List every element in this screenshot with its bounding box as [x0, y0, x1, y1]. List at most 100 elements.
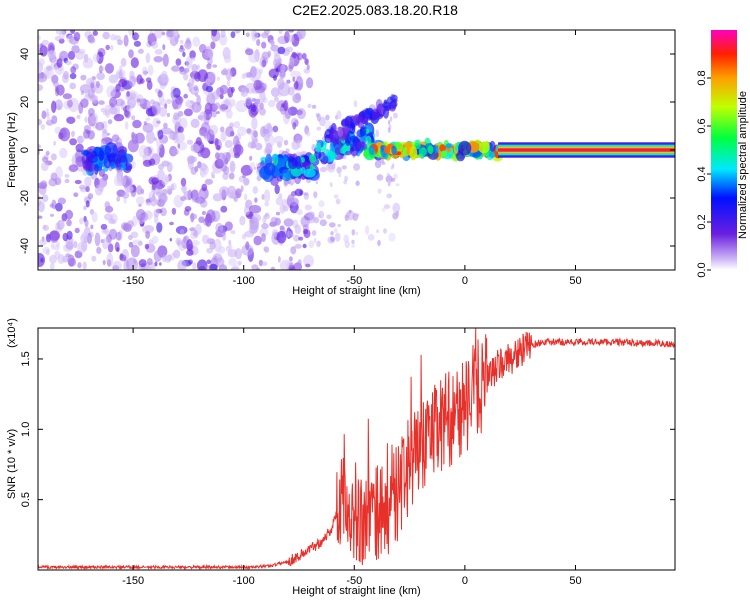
heatmap-cell — [119, 65, 123, 71]
heatmap-cell — [136, 98, 141, 103]
heatmap-cell — [296, 209, 303, 216]
heatmap-cell — [116, 247, 120, 252]
heatmap-cell — [83, 205, 87, 211]
heatmap-cell — [98, 65, 105, 72]
heatmap-cell — [98, 100, 105, 105]
heatmap-cell — [252, 186, 258, 194]
heatmap-cell — [225, 109, 233, 119]
heatmap-cell — [85, 186, 90, 193]
heatmap-cell — [66, 116, 76, 125]
heatmap-cell — [313, 191, 318, 199]
heatmap-cell — [250, 65, 257, 78]
heatmap-cell — [260, 160, 265, 166]
heatmap-cell — [240, 91, 248, 97]
heatmap-cell — [40, 257, 44, 263]
heatmap-cell — [344, 240, 350, 249]
x-tick-label: -150 — [122, 275, 144, 287]
heatmap-cell — [179, 39, 184, 44]
heatmap-cell — [355, 116, 364, 123]
heatmap-cell — [274, 184, 280, 195]
heatmap-cell — [302, 243, 307, 249]
heatmap-cell — [263, 189, 271, 203]
heatmap-cell — [237, 260, 242, 266]
heatmap-cell — [115, 71, 120, 80]
y-tick-label: 20 — [19, 96, 31, 108]
heatmap-cell — [184, 206, 192, 212]
heatmap-cell — [294, 243, 302, 249]
heatmap-cell — [44, 70, 50, 77]
heatmap-cell — [154, 49, 163, 55]
snr-panel: -150 -100 -50 0 50 0.5 1.0 1.5 Height of straig… — [6, 318, 676, 597]
heatmap-cell — [126, 186, 134, 193]
heatmap-cell — [128, 241, 134, 248]
heatmap-cell — [250, 104, 257, 113]
heatmap-cell — [241, 244, 254, 256]
heatmap-cell — [153, 250, 162, 262]
heatmap-cell — [87, 155, 99, 164]
x-tick-label: 50 — [569, 575, 581, 587]
heatmap-cell — [313, 216, 320, 224]
heatmap-cell — [192, 262, 197, 270]
heatmap-cell — [194, 196, 206, 204]
heatmap-cell — [90, 224, 94, 230]
y-tick-label: 0.5 — [20, 492, 32, 507]
heatmap-cell — [191, 101, 202, 113]
heatmap-cell — [280, 64, 286, 73]
heatmap-cell — [51, 100, 57, 114]
heatmap-cell — [243, 193, 248, 201]
heatmap-cell — [160, 207, 167, 217]
heatmap-cell — [263, 246, 267, 252]
heatmap-cell — [228, 239, 232, 246]
heatmap-cell — [145, 52, 151, 64]
heatmap-cell — [190, 166, 197, 175]
heatmap-cell — [119, 254, 127, 262]
heatmap-cell — [386, 172, 391, 180]
heatmap-cell — [233, 144, 244, 156]
heatmap-cell — [263, 162, 276, 176]
heatmap-cell — [219, 84, 229, 95]
heatmap-cell — [357, 120, 364, 129]
heatmap-cell — [242, 169, 246, 175]
heatmap-cell — [256, 175, 262, 182]
heatmap-cell — [79, 184, 86, 190]
heatmap-cell — [49, 230, 59, 243]
heatmap-cell — [42, 224, 50, 231]
heatmap-cell — [91, 113, 98, 125]
heatmap-cell — [261, 261, 268, 267]
heatmap-cell — [277, 78, 285, 90]
heatmap-cell — [302, 228, 309, 235]
heatmap-cell — [191, 143, 200, 153]
heatmap-cell — [173, 112, 180, 121]
heatmap-cell — [348, 209, 352, 214]
heatmap-cell — [289, 197, 299, 207]
heatmap-cell — [85, 200, 90, 208]
heatmap-cell — [190, 118, 200, 128]
heatmap-cell — [113, 113, 125, 122]
heatmap-cell — [82, 261, 87, 270]
heatmap-cell — [115, 231, 122, 241]
heatmap-cell — [123, 34, 129, 47]
heatmap-cell — [275, 67, 279, 72]
y-tick-label: 1.5 — [20, 351, 32, 366]
heatmap-cell — [170, 90, 174, 99]
heatmap-cell — [66, 219, 72, 227]
heatmap-cell — [143, 121, 148, 126]
heatmap-cell — [110, 45, 114, 51]
heatmap-cell — [220, 131, 227, 142]
heatmap-cell — [386, 193, 393, 199]
heatmap-cell — [272, 125, 279, 133]
heatmap-cell — [391, 94, 398, 102]
heatmap-cell — [275, 211, 281, 216]
heatmap-cell — [278, 255, 281, 263]
heatmap-cell — [172, 30, 179, 37]
heatmap-cell — [227, 86, 234, 98]
colorbar-ticks: 0.0 0.2 0.4 0.6 0.8 — [696, 70, 711, 278]
heatmap-cell — [154, 261, 158, 267]
heatmap-cell — [376, 174, 384, 181]
heatmap-cell — [51, 115, 58, 124]
heatmap-cell — [383, 228, 387, 234]
heatmap-cell — [49, 213, 55, 217]
heatmap-cell — [189, 213, 198, 220]
heatmap-cell — [151, 101, 161, 116]
